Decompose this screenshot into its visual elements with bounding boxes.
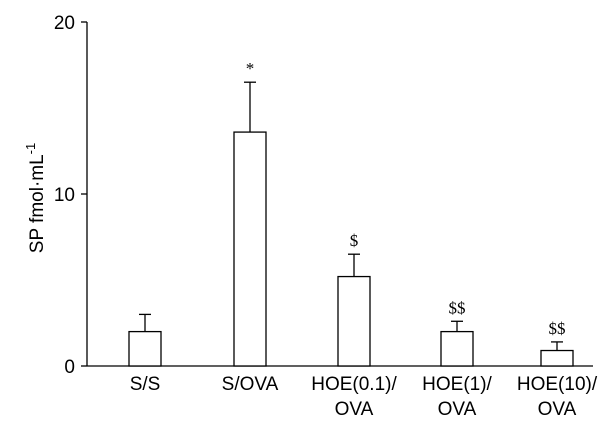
x-tick-label: S/S [130, 374, 161, 395]
bar [233, 131, 267, 367]
y-axis-label-main: SP fmol·mL [27, 154, 48, 253]
y-axis-label-superscript: -1 [23, 143, 38, 155]
x-tick-label: S/OVA [222, 374, 279, 395]
y-ticks: 0 10 20 [54, 13, 87, 378]
x-tick-label: HOE(0.1)/ [311, 374, 397, 395]
y-axis-label: SP fmol·mL-1 [23, 143, 48, 253]
significance-marker: $$ [549, 319, 566, 338]
y-tick-label: 0 [64, 357, 75, 378]
y-tick-label: 20 [54, 13, 75, 34]
bar [128, 330, 162, 367]
x-tick-label: OVA [438, 399, 477, 420]
x-tick-label: OVA [335, 399, 374, 420]
significance-marker: $$ [449, 298, 466, 317]
x-tick-label: HOE(10)/ [517, 374, 598, 395]
significance-marker: * [246, 59, 255, 78]
bar [337, 275, 371, 367]
x-tick-labels: S/S S/OVA HOE(0.1)/ OVA HOE(1)/ OVA HOE(10)/ OV… [130, 374, 598, 420]
x-tick-label: OVA [538, 399, 577, 420]
x-tick-label: HOE(1)/ [422, 374, 492, 395]
y-tick-label: 10 [54, 185, 75, 206]
bars: *$$$$$ [128, 59, 574, 367]
bar [440, 330, 474, 367]
significance-marker: $ [350, 231, 359, 250]
bar [540, 349, 574, 367]
